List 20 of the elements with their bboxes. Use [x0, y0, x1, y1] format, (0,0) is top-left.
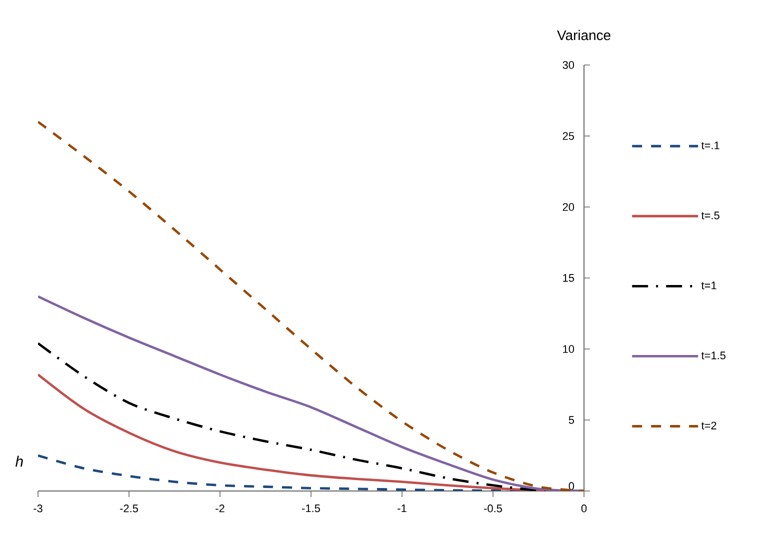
y-tick-label: 25 [562, 132, 574, 140]
y-tick-label: 10 [563, 345, 574, 353]
x-axis-title: h [15, 456, 23, 467]
x-tick-label: -2.5 [120, 504, 138, 512]
text: t=1 [701, 282, 716, 290]
text: t=2 [701, 422, 716, 430]
y-tick-label: 30 [562, 61, 574, 69]
y-tick-label: 15 [563, 274, 574, 282]
y-tick-label: 20 [562, 203, 574, 211]
text: t=.5 [701, 212, 720, 220]
y-axis-title: Variance [557, 30, 610, 40]
x-tick-label: -3 [34, 504, 42, 512]
x-tick-label: 0 [581, 504, 587, 512]
y-tick-label: 5 [568, 416, 574, 424]
text: t=.1 [701, 142, 720, 150]
x-tick-label: -1.5 [302, 504, 320, 512]
x-tick-label: -1 [398, 504, 406, 512]
x-tick-label: -2 [216, 504, 224, 512]
x-tick-label: -0.5 [484, 504, 502, 512]
text: t=1.5 [701, 352, 726, 360]
